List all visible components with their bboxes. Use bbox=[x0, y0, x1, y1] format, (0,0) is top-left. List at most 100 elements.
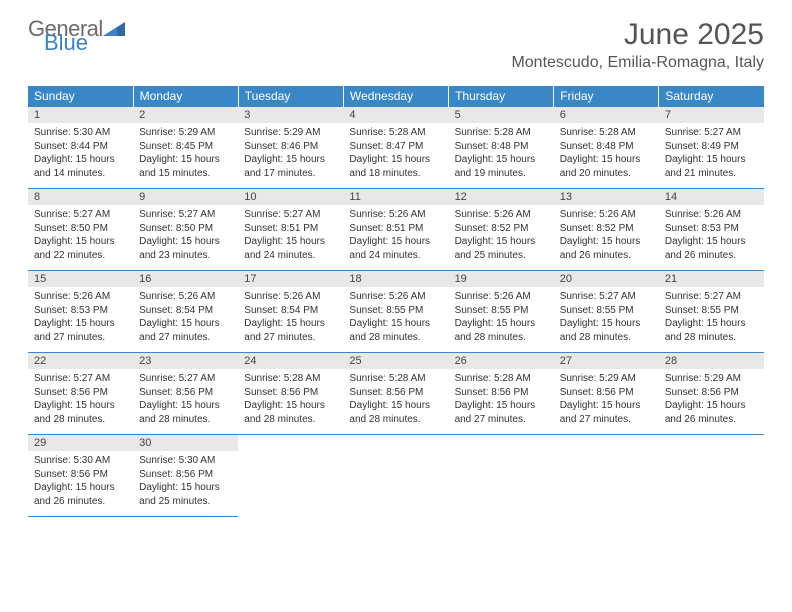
calendar-cell: 27Sunrise: 5:29 AMSunset: 8:56 PMDayligh… bbox=[554, 353, 659, 435]
calendar-cell: 5Sunrise: 5:28 AMSunset: 8:48 PMDaylight… bbox=[449, 107, 554, 189]
sunset-line: Sunset: 8:52 PM bbox=[560, 222, 653, 236]
calendar-row: 1Sunrise: 5:30 AMSunset: 8:44 PMDaylight… bbox=[28, 107, 764, 189]
sunset-line: Sunset: 8:53 PM bbox=[665, 222, 758, 236]
weekday-header: Tuesday bbox=[238, 86, 343, 107]
sunrise-line: Sunrise: 5:26 AM bbox=[349, 208, 442, 222]
calendar-cell: 11Sunrise: 5:26 AMSunset: 8:51 PMDayligh… bbox=[343, 189, 448, 271]
day-details: Sunrise: 5:27 AMSunset: 8:55 PMDaylight:… bbox=[554, 287, 659, 348]
sunrise-line: Sunrise: 5:26 AM bbox=[665, 208, 758, 222]
daylight-line: Daylight: 15 hours and 27 minutes. bbox=[139, 317, 232, 344]
calendar-cell: 19Sunrise: 5:26 AMSunset: 8:55 PMDayligh… bbox=[449, 271, 554, 353]
sunrise-line: Sunrise: 5:27 AM bbox=[34, 372, 127, 386]
sunrise-line: Sunrise: 5:28 AM bbox=[560, 126, 653, 140]
weekday-header-row: Sunday Monday Tuesday Wednesday Thursday… bbox=[28, 86, 764, 107]
day-number: 13 bbox=[554, 189, 659, 205]
calendar-cell: 7Sunrise: 5:27 AMSunset: 8:49 PMDaylight… bbox=[659, 107, 764, 189]
daylight-line: Daylight: 15 hours and 17 minutes. bbox=[244, 153, 337, 180]
sunset-line: Sunset: 8:55 PM bbox=[455, 304, 548, 318]
daylight-line: Daylight: 15 hours and 25 minutes. bbox=[139, 481, 232, 508]
calendar-cell: 30Sunrise: 5:30 AMSunset: 8:56 PMDayligh… bbox=[133, 435, 238, 517]
sunset-line: Sunset: 8:56 PM bbox=[665, 386, 758, 400]
weekday-header: Sunday bbox=[28, 86, 133, 107]
day-number: 21 bbox=[659, 271, 764, 287]
day-details: Sunrise: 5:26 AMSunset: 8:54 PMDaylight:… bbox=[133, 287, 238, 348]
daylight-line: Daylight: 15 hours and 15 minutes. bbox=[139, 153, 232, 180]
sunset-line: Sunset: 8:45 PM bbox=[139, 140, 232, 154]
day-number: 8 bbox=[28, 189, 133, 205]
sunset-line: Sunset: 8:56 PM bbox=[139, 468, 232, 482]
sunrise-line: Sunrise: 5:28 AM bbox=[244, 372, 337, 386]
daylight-line: Daylight: 15 hours and 27 minutes. bbox=[34, 317, 127, 344]
day-number: 11 bbox=[343, 189, 448, 205]
calendar-cell: 8Sunrise: 5:27 AMSunset: 8:50 PMDaylight… bbox=[28, 189, 133, 271]
daylight-line: Daylight: 15 hours and 28 minutes. bbox=[244, 399, 337, 426]
sunset-line: Sunset: 8:50 PM bbox=[139, 222, 232, 236]
sunrise-line: Sunrise: 5:30 AM bbox=[34, 454, 127, 468]
calendar-cell: 13Sunrise: 5:26 AMSunset: 8:52 PMDayligh… bbox=[554, 189, 659, 271]
daylight-line: Daylight: 15 hours and 20 minutes. bbox=[560, 153, 653, 180]
sunrise-line: Sunrise: 5:26 AM bbox=[349, 290, 442, 304]
calendar-cell: 15Sunrise: 5:26 AMSunset: 8:53 PMDayligh… bbox=[28, 271, 133, 353]
calendar-cell: 24 Sunrise: 5:28 AMSunset: 8:56 PMDayligh… bbox=[238, 353, 343, 435]
daylight-line: Daylight: 15 hours and 21 minutes. bbox=[665, 153, 758, 180]
day-details: Sunrise: 5:27 AMSunset: 8:51 PMDaylight:… bbox=[238, 205, 343, 266]
sunrise-line: Sunrise: 5:27 AM bbox=[665, 126, 758, 140]
sunrise-line: Sunrise: 5:28 AM bbox=[455, 126, 548, 140]
day-details: Sunrise: 5:29 AMSunset: 8:56 PMDaylight:… bbox=[554, 369, 659, 430]
sunset-line: Sunset: 8:47 PM bbox=[349, 140, 442, 154]
day-number: 5 bbox=[449, 107, 554, 123]
location-subtitle: Montescudo, Emilia-Romagna, Italy bbox=[511, 54, 764, 72]
daylight-line: Daylight: 15 hours and 28 minutes. bbox=[349, 399, 442, 426]
day-details: Sunrise: 5:30 AMSunset: 8:56 PMDaylight:… bbox=[28, 451, 133, 512]
day-details: Sunrise: 5:26 AMSunset: 8:53 PMDaylight:… bbox=[28, 287, 133, 348]
sunrise-line: Sunrise: 5:27 AM bbox=[244, 208, 337, 222]
daylight-line: Daylight: 15 hours and 28 minutes. bbox=[455, 317, 548, 344]
calendar-cell: 6Sunrise: 5:28 AMSunset: 8:48 PMDaylight… bbox=[554, 107, 659, 189]
calendar-row: 22Sunrise: 5:27 AMSunset: 8:56 PMDayligh… bbox=[28, 353, 764, 435]
sunrise-line: Sunrise: 5:29 AM bbox=[665, 372, 758, 386]
calendar-cell: 20Sunrise: 5:27 AMSunset: 8:55 PMDayligh… bbox=[554, 271, 659, 353]
sunset-line: Sunset: 8:54 PM bbox=[244, 304, 337, 318]
day-number: 14 bbox=[659, 189, 764, 205]
calendar-cell: 26Sunrise: 5:28 AMSunset: 8:56 PMDayligh… bbox=[449, 353, 554, 435]
logo: General Blue bbox=[28, 18, 125, 53]
day-number: 1 bbox=[28, 107, 133, 123]
title-block: June 2025 Montescudo, Emilia-Romagna, It… bbox=[511, 18, 764, 72]
sunrise-line: Sunrise: 5:26 AM bbox=[139, 290, 232, 304]
sunset-line: Sunset: 8:44 PM bbox=[34, 140, 127, 154]
calendar-cell: 9Sunrise: 5:27 AMSunset: 8:50 PMDaylight… bbox=[133, 189, 238, 271]
header: General Blue June 2025 Montescudo, Emili… bbox=[0, 0, 792, 80]
sunrise-line: Sunrise: 5:28 AM bbox=[349, 126, 442, 140]
daylight-line: Daylight: 15 hours and 27 minutes. bbox=[560, 399, 653, 426]
sunset-line: Sunset: 8:56 PM bbox=[349, 386, 442, 400]
day-details: Sunrise: 5:26 AMSunset: 8:54 PMDaylight:… bbox=[238, 287, 343, 348]
daylight-line: Daylight: 15 hours and 22 minutes. bbox=[34, 235, 127, 262]
calendar-row: 15Sunrise: 5:26 AMSunset: 8:53 PMDayligh… bbox=[28, 271, 764, 353]
day-number: 24 bbox=[238, 353, 343, 369]
sunrise-line: Sunrise: 5:26 AM bbox=[244, 290, 337, 304]
calendar-cell: 3Sunrise: 5:29 AMSunset: 8:46 PMDaylight… bbox=[238, 107, 343, 189]
day-details: Sunrise: 5:27 AMSunset: 8:49 PMDaylight:… bbox=[659, 123, 764, 184]
sunset-line: Sunset: 8:56 PM bbox=[244, 386, 337, 400]
calendar-cell bbox=[343, 435, 448, 517]
sunset-line: Sunset: 8:56 PM bbox=[34, 468, 127, 482]
calendar-cell: 21Sunrise: 5:27 AMSunset: 8:55 PMDayligh… bbox=[659, 271, 764, 353]
day-details: Sunrise: 5:27 AMSunset: 8:50 PMDaylight:… bbox=[28, 205, 133, 266]
sunset-line: Sunset: 8:52 PM bbox=[455, 222, 548, 236]
sunrise-line: Sunrise: 5:29 AM bbox=[244, 126, 337, 140]
daylight-line: Daylight: 15 hours and 27 minutes. bbox=[455, 399, 548, 426]
day-number: 30 bbox=[133, 435, 238, 451]
daylight-line: Daylight: 15 hours and 26 minutes. bbox=[34, 481, 127, 508]
sunrise-line: Sunrise: 5:28 AM bbox=[349, 372, 442, 386]
day-details: Sunrise: 5:28 AMSunset: 8:56 PMDaylight:… bbox=[343, 369, 448, 430]
calendar-row: 8Sunrise: 5:27 AMSunset: 8:50 PMDaylight… bbox=[28, 189, 764, 271]
calendar-cell: 4Sunrise: 5:28 AMSunset: 8:47 PMDaylight… bbox=[343, 107, 448, 189]
sunrise-line: Sunrise: 5:27 AM bbox=[139, 372, 232, 386]
day-details: Sunrise: 5:30 AMSunset: 8:56 PMDaylight:… bbox=[133, 451, 238, 512]
day-number: 16 bbox=[133, 271, 238, 287]
daylight-line: Daylight: 15 hours and 28 minutes. bbox=[139, 399, 232, 426]
day-number: 27 bbox=[554, 353, 659, 369]
sunrise-line: Sunrise: 5:27 AM bbox=[665, 290, 758, 304]
calendar-cell: 22Sunrise: 5:27 AMSunset: 8:56 PMDayligh… bbox=[28, 353, 133, 435]
day-details: Sunrise: 5:28 AMSunset: 8:47 PMDaylight:… bbox=[343, 123, 448, 184]
